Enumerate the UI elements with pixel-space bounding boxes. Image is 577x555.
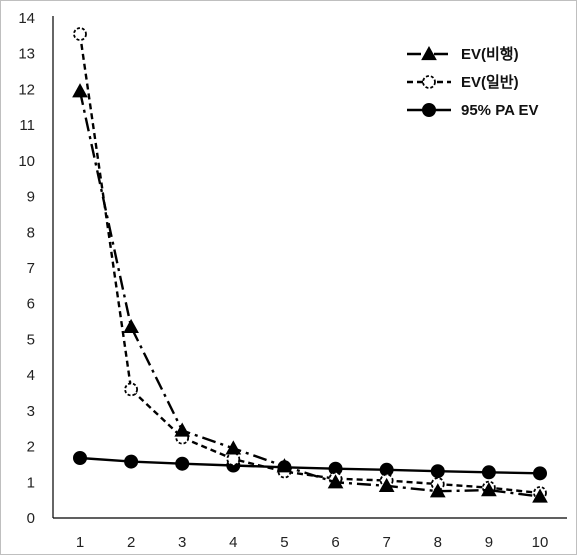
data-point bbox=[532, 488, 548, 503]
x-tick-label: 6 bbox=[331, 534, 339, 551]
x-tick-label: 9 bbox=[485, 534, 493, 551]
series-1 bbox=[73, 27, 547, 500]
y-tick-label: 5 bbox=[27, 331, 35, 348]
x-tick-label: 8 bbox=[434, 534, 442, 551]
x-tick-label: 5 bbox=[280, 534, 288, 551]
legend-marker bbox=[421, 45, 437, 61]
x-tick-label: 1 bbox=[76, 534, 84, 551]
y-tick-label: 10 bbox=[18, 153, 35, 170]
y-tick-label: 8 bbox=[27, 224, 35, 241]
y-tick-label: 1 bbox=[27, 474, 35, 491]
series-0 bbox=[72, 83, 548, 503]
axes bbox=[52, 16, 567, 519]
data-point bbox=[73, 27, 87, 41]
data-point bbox=[430, 464, 445, 479]
data-point bbox=[225, 440, 242, 455]
y-tick-label: 6 bbox=[27, 296, 35, 313]
legend-marker bbox=[422, 75, 436, 89]
y-tick-label: 9 bbox=[27, 189, 35, 206]
x-tick-label: 4 bbox=[229, 534, 237, 551]
data-point bbox=[226, 452, 241, 466]
y-tick-label: 14 bbox=[18, 10, 35, 27]
x-tick-label: 7 bbox=[382, 534, 390, 551]
y-tick-label: 7 bbox=[27, 260, 35, 277]
series-line bbox=[78, 90, 541, 498]
legend-entry: 95% PA EV bbox=[407, 102, 539, 119]
data-point bbox=[124, 382, 139, 397]
data-point bbox=[481, 482, 497, 497]
x-tick-label: 10 bbox=[532, 534, 549, 551]
x-tick-label: 2 bbox=[127, 534, 135, 551]
y-tick-label: 3 bbox=[27, 403, 35, 420]
y-tick-label: 0 bbox=[27, 510, 35, 527]
legend-label: EV(일반) bbox=[461, 74, 519, 91]
series-line bbox=[79, 456, 541, 475]
data-point bbox=[276, 458, 293, 473]
y-tick-label: 2 bbox=[27, 439, 35, 456]
series-layer bbox=[72, 27, 548, 503]
legend: EV(비행) EV(일반) 95% PA EV bbox=[407, 45, 539, 119]
x-tick-labels: 1 2 3 4 5 6 7 8 9 10 bbox=[76, 534, 549, 551]
data-point bbox=[481, 465, 496, 480]
data-point bbox=[73, 451, 87, 465]
y-tick-label: 11 bbox=[19, 117, 35, 134]
data-point bbox=[174, 422, 191, 437]
legend-label: 95% PA EV bbox=[461, 102, 539, 119]
legend-entry: EV(일반) bbox=[407, 74, 519, 91]
data-point bbox=[533, 466, 547, 481]
data-point bbox=[429, 483, 446, 498]
y-tick-label: 13 bbox=[18, 46, 35, 63]
data-point bbox=[72, 83, 88, 98]
y-tick-label: 12 bbox=[18, 81, 35, 98]
legend-label: EV(비행) bbox=[461, 46, 519, 63]
data-point bbox=[378, 477, 395, 492]
legend-entry: EV(비행) bbox=[407, 45, 519, 63]
data-point bbox=[123, 318, 139, 334]
legend-marker bbox=[422, 103, 436, 117]
data-point bbox=[124, 454, 139, 469]
data-point bbox=[175, 456, 190, 471]
data-point bbox=[327, 474, 344, 489]
x-tick-label: 3 bbox=[178, 534, 186, 551]
y-tick-label: 4 bbox=[27, 367, 35, 384]
